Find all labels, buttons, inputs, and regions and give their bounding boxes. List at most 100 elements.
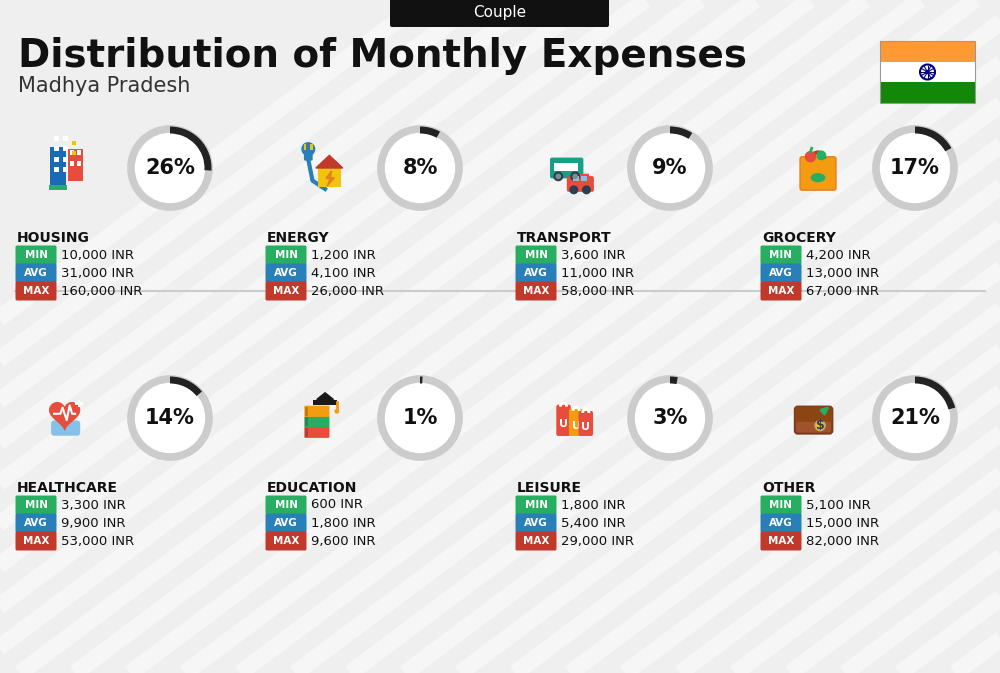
FancyBboxPatch shape [266,246,306,264]
Circle shape [136,384,205,452]
FancyBboxPatch shape [72,141,76,145]
Wedge shape [170,376,202,396]
FancyBboxPatch shape [75,402,83,404]
Text: MAX: MAX [273,536,299,546]
FancyBboxPatch shape [800,157,836,190]
Text: 15,000 INR: 15,000 INR [806,516,879,530]
Text: EDUCATION: EDUCATION [267,481,357,495]
Circle shape [817,151,826,160]
Text: 600 INR: 600 INR [311,499,363,511]
FancyBboxPatch shape [304,427,329,438]
FancyBboxPatch shape [795,406,832,422]
Text: U: U [581,421,590,431]
FancyBboxPatch shape [266,495,306,514]
FancyBboxPatch shape [62,146,68,151]
FancyBboxPatch shape [54,136,59,141]
FancyBboxPatch shape [49,185,67,190]
FancyBboxPatch shape [16,246,56,264]
Text: 10,000 INR: 10,000 INR [61,248,134,262]
FancyBboxPatch shape [266,281,306,301]
Circle shape [570,186,578,194]
FancyBboxPatch shape [266,264,306,283]
Text: 58,000 INR: 58,000 INR [561,285,634,297]
Text: MAX: MAX [523,536,549,546]
Text: AVG: AVG [769,518,793,528]
Text: 4,200 INR: 4,200 INR [806,248,871,262]
FancyBboxPatch shape [516,495,556,514]
Circle shape [805,151,815,162]
Text: AVG: AVG [24,518,48,528]
FancyBboxPatch shape [581,176,587,182]
Text: 9,900 INR: 9,900 INR [61,516,126,530]
Text: ENERGY: ENERGY [267,231,330,245]
FancyBboxPatch shape [880,82,975,103]
Circle shape [556,174,560,178]
FancyBboxPatch shape [54,146,59,151]
Text: MAX: MAX [23,286,49,296]
Text: Couple: Couple [473,5,526,20]
Text: 1%: 1% [402,408,438,428]
FancyBboxPatch shape [795,406,832,433]
Text: 3,300 INR: 3,300 INR [61,499,126,511]
FancyBboxPatch shape [305,417,308,427]
Text: $: $ [816,419,824,432]
Text: AVG: AVG [274,268,298,278]
Text: 1,800 INR: 1,800 INR [561,499,626,511]
Text: 13,000 INR: 13,000 INR [806,267,879,279]
Text: MAX: MAX [523,286,549,296]
Circle shape [136,133,205,203]
Text: MAX: MAX [768,286,794,296]
Text: HEALTHCARE: HEALTHCARE [17,481,118,495]
Text: 3,600 INR: 3,600 INR [561,248,626,262]
FancyBboxPatch shape [761,495,802,514]
Text: MAX: MAX [23,536,49,546]
FancyBboxPatch shape [266,513,306,532]
Text: MIN: MIN [274,250,298,260]
FancyBboxPatch shape [70,150,74,155]
FancyBboxPatch shape [304,406,329,417]
Text: MAX: MAX [768,536,794,546]
FancyBboxPatch shape [880,41,975,62]
FancyBboxPatch shape [62,136,68,141]
Text: OTHER: OTHER [762,481,815,495]
Text: MIN: MIN [524,500,548,510]
Circle shape [636,384,704,452]
Wedge shape [670,127,692,139]
Text: AVG: AVG [274,518,298,528]
Wedge shape [915,127,951,151]
FancyBboxPatch shape [16,264,56,283]
FancyBboxPatch shape [16,495,56,514]
Text: 3%: 3% [652,408,688,428]
FancyBboxPatch shape [70,161,74,166]
Wedge shape [420,127,440,138]
FancyBboxPatch shape [305,406,308,416]
Text: MIN: MIN [24,500,48,510]
FancyBboxPatch shape [304,143,306,149]
Wedge shape [420,376,423,384]
Ellipse shape [811,173,825,182]
FancyBboxPatch shape [304,148,313,161]
Text: MIN: MIN [770,500,792,510]
FancyBboxPatch shape [516,532,556,551]
Circle shape [881,133,950,203]
Text: HOUSING: HOUSING [17,231,90,245]
FancyBboxPatch shape [305,427,308,437]
Circle shape [881,384,950,452]
FancyBboxPatch shape [579,411,593,436]
Text: MIN: MIN [274,500,298,510]
FancyBboxPatch shape [880,62,975,82]
Text: MIN: MIN [524,250,548,260]
FancyBboxPatch shape [77,150,81,155]
Text: 9%: 9% [652,158,688,178]
FancyBboxPatch shape [310,143,313,149]
FancyBboxPatch shape [62,167,68,172]
Polygon shape [316,155,343,168]
FancyBboxPatch shape [68,149,83,180]
FancyBboxPatch shape [16,532,56,551]
Circle shape [573,174,577,178]
FancyBboxPatch shape [573,176,579,182]
Circle shape [335,410,339,413]
Text: AVG: AVG [769,268,793,278]
Text: GROCERY: GROCERY [762,231,836,245]
Text: AVG: AVG [24,268,48,278]
